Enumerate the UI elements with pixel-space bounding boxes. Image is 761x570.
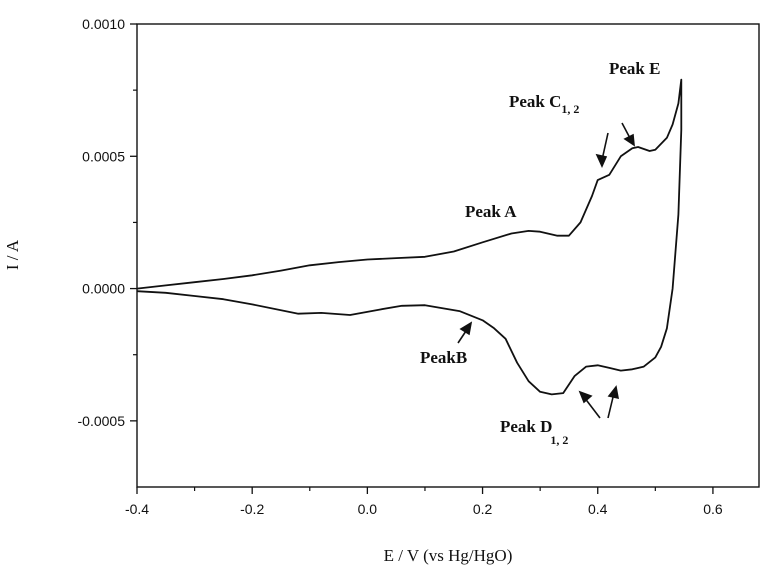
annotation-peak-a: Peak A [465, 202, 517, 221]
x-tick-label: -0.2 [240, 501, 264, 517]
annotation-peak-e-main: Peak E [609, 59, 660, 78]
annotation-peak-d: Peak D 1, 2 [500, 417, 568, 447]
annotation-peak-c: Peak C1, 2 [509, 92, 579, 116]
annotation-peak-b-main: PeakB [420, 348, 467, 367]
arrow-peak-c1 [601, 132, 609, 161]
x-tick-label: 0.0 [358, 501, 378, 517]
x-tick-label: 0.6 [703, 501, 723, 517]
annotation-peak-c-sub: 1, 2 [561, 102, 579, 116]
annotation-peak-e: Peak E [609, 59, 660, 78]
annotation-peak-d-sub: 1, 2 [550, 433, 568, 447]
peak-annotations: Peak E Peak C1, 2 Peak A PeakB Peak D 1, … [420, 59, 660, 447]
x-axis-title: E / V (vs Hg/HgO) [384, 546, 513, 565]
arrowhead-peak-c2 [623, 133, 635, 147]
annotation-peak-b: PeakB [420, 348, 467, 367]
annotation-peak-a-main: Peak A [465, 202, 517, 221]
arrowhead-peak-b [459, 321, 473, 336]
y-tick-label: -0.0005 [78, 413, 126, 429]
annotation-peak-d-main: Peak D [500, 417, 552, 436]
y-tick-label: 0.0005 [82, 148, 125, 164]
y-tick-label: 0.0010 [82, 16, 125, 32]
x-tick-label: 0.4 [588, 501, 608, 517]
x-tick-label: 0.2 [473, 501, 493, 517]
x-tick-label: -0.4 [125, 501, 149, 517]
series-line-cv-curve [136, 78, 683, 396]
arrowhead-peak-d2 [607, 385, 620, 400]
axis-ticks [130, 23, 714, 494]
y-axis-title: I / A [3, 239, 22, 270]
annotation-peak-c-main: Peak C [509, 92, 561, 111]
annotation-arrows [457, 122, 635, 419]
y-tick-label: 0.0000 [82, 281, 125, 297]
arrowhead-peak-c1 [595, 153, 608, 168]
plot-frame [136, 23, 760, 488]
axis-tick-labels: -0.4 -0.2 0.0 0.2 0.4 0.6 -0.0005 0.0000 0.0005 0… [78, 16, 723, 517]
arrowhead-peak-d1 [578, 390, 593, 404]
